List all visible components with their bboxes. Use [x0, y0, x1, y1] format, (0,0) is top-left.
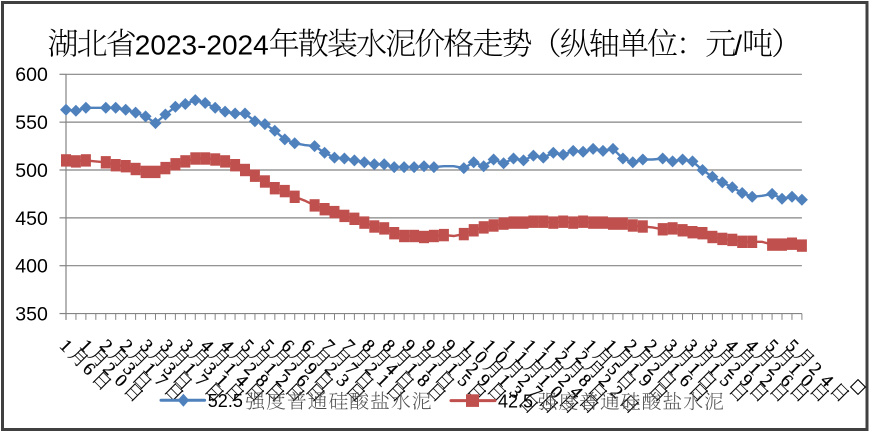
- svg-text:42.5: 42.5: [498, 392, 533, 412]
- svg-text:2023-2024: 2023-2024: [135, 30, 269, 61]
- svg-text:600: 600: [15, 64, 48, 86]
- svg-text:450: 450: [15, 208, 48, 230]
- svg-text:350: 350: [15, 303, 48, 325]
- svg-text:500: 500: [15, 160, 48, 182]
- svg-text:400: 400: [15, 256, 48, 278]
- svg-text:/: /: [734, 30, 742, 61]
- svg-text:550: 550: [15, 112, 48, 134]
- svg-text:52.5: 52.5: [208, 391, 243, 411]
